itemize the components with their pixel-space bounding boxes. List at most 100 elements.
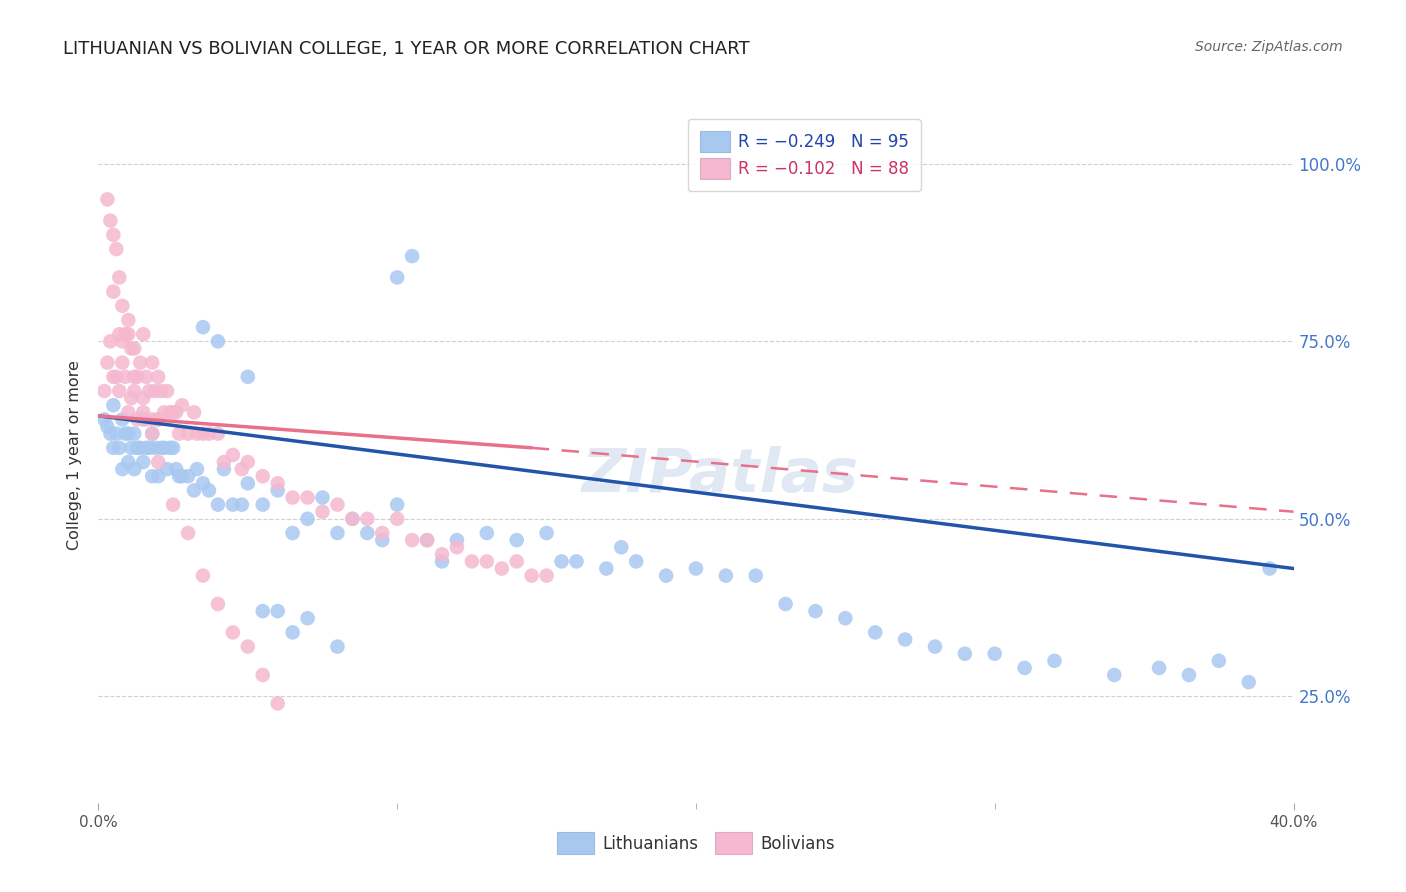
Point <box>198 426 221 441</box>
Point <box>342 512 364 526</box>
Point <box>165 462 187 476</box>
Point <box>111 334 134 349</box>
Point <box>222 498 245 512</box>
Point <box>103 369 125 384</box>
Point <box>252 469 274 483</box>
Point <box>655 568 678 582</box>
Point <box>183 405 205 419</box>
Point <box>156 462 179 476</box>
Point <box>156 384 179 398</box>
Point <box>385 512 409 526</box>
Point <box>565 554 588 568</box>
Point <box>148 369 170 384</box>
Point <box>117 327 139 342</box>
Point <box>138 441 160 455</box>
Point <box>183 483 205 498</box>
Point <box>626 554 648 568</box>
Point <box>371 533 394 548</box>
Point <box>1014 661 1036 675</box>
Point <box>162 498 184 512</box>
Point <box>267 697 290 711</box>
Point <box>685 561 707 575</box>
Point <box>236 640 259 654</box>
Point <box>461 554 484 568</box>
Point <box>132 455 155 469</box>
Point <box>124 369 146 384</box>
Point <box>267 476 290 491</box>
Point <box>430 547 453 561</box>
Point <box>141 426 163 441</box>
Point <box>96 192 118 206</box>
Point <box>198 483 221 498</box>
Point <box>114 426 136 441</box>
Point <box>135 369 157 384</box>
Point <box>124 462 146 476</box>
Point <box>595 561 617 575</box>
Point <box>207 498 229 512</box>
Point <box>148 469 170 483</box>
Point <box>401 249 423 263</box>
Point <box>141 412 163 426</box>
Point <box>252 498 274 512</box>
Point <box>326 498 349 512</box>
Point <box>191 476 214 491</box>
Point <box>141 469 163 483</box>
Point <box>108 327 131 342</box>
Point <box>1258 561 1281 575</box>
Point <box>342 512 364 526</box>
Point <box>834 611 856 625</box>
Point <box>297 512 319 526</box>
Point <box>132 412 155 426</box>
Point <box>148 412 170 426</box>
Point <box>172 469 194 483</box>
Point <box>150 384 173 398</box>
Y-axis label: College, 1 year or more: College, 1 year or more <box>67 360 83 549</box>
Point <box>111 356 134 370</box>
Point <box>172 398 194 412</box>
Point <box>1043 654 1066 668</box>
Text: LITHUANIAN VS BOLIVIAN COLLEGE, 1 YEAR OR MORE CORRELATION CHART: LITHUANIAN VS BOLIVIAN COLLEGE, 1 YEAR O… <box>63 40 749 58</box>
Point <box>356 512 378 526</box>
Point <box>93 412 115 426</box>
Point <box>177 426 200 441</box>
Point <box>100 213 122 227</box>
Point <box>267 604 290 618</box>
Point <box>207 426 229 441</box>
Point <box>141 356 163 370</box>
Legend: Lithuanians, Bolivians: Lithuanians, Bolivians <box>551 826 841 861</box>
Point <box>103 398 125 412</box>
Point <box>93 384 115 398</box>
Point <box>297 611 319 625</box>
Point <box>446 540 468 554</box>
Point <box>475 526 498 541</box>
Point <box>326 526 349 541</box>
Point <box>138 384 160 398</box>
Point <box>236 476 259 491</box>
Point <box>297 491 319 505</box>
Point <box>124 426 146 441</box>
Point <box>135 441 157 455</box>
Point <box>1178 668 1201 682</box>
Point <box>153 405 176 419</box>
Point <box>132 327 155 342</box>
Point <box>159 441 181 455</box>
Point <box>132 405 155 419</box>
Point <box>267 483 290 498</box>
Point <box>1208 654 1230 668</box>
Point <box>191 320 214 334</box>
Point <box>114 327 136 342</box>
Point <box>984 647 1007 661</box>
Point <box>865 625 887 640</box>
Point <box>222 448 245 462</box>
Point <box>177 469 200 483</box>
Text: Source: ZipAtlas.com: Source: ZipAtlas.com <box>1195 40 1343 54</box>
Point <box>117 405 139 419</box>
Point <box>385 270 409 285</box>
Point <box>222 625 245 640</box>
Point <box>167 426 190 441</box>
Point <box>371 526 394 541</box>
Point <box>127 369 149 384</box>
Point <box>252 668 274 682</box>
Point <box>135 412 157 426</box>
Point <box>124 342 146 356</box>
